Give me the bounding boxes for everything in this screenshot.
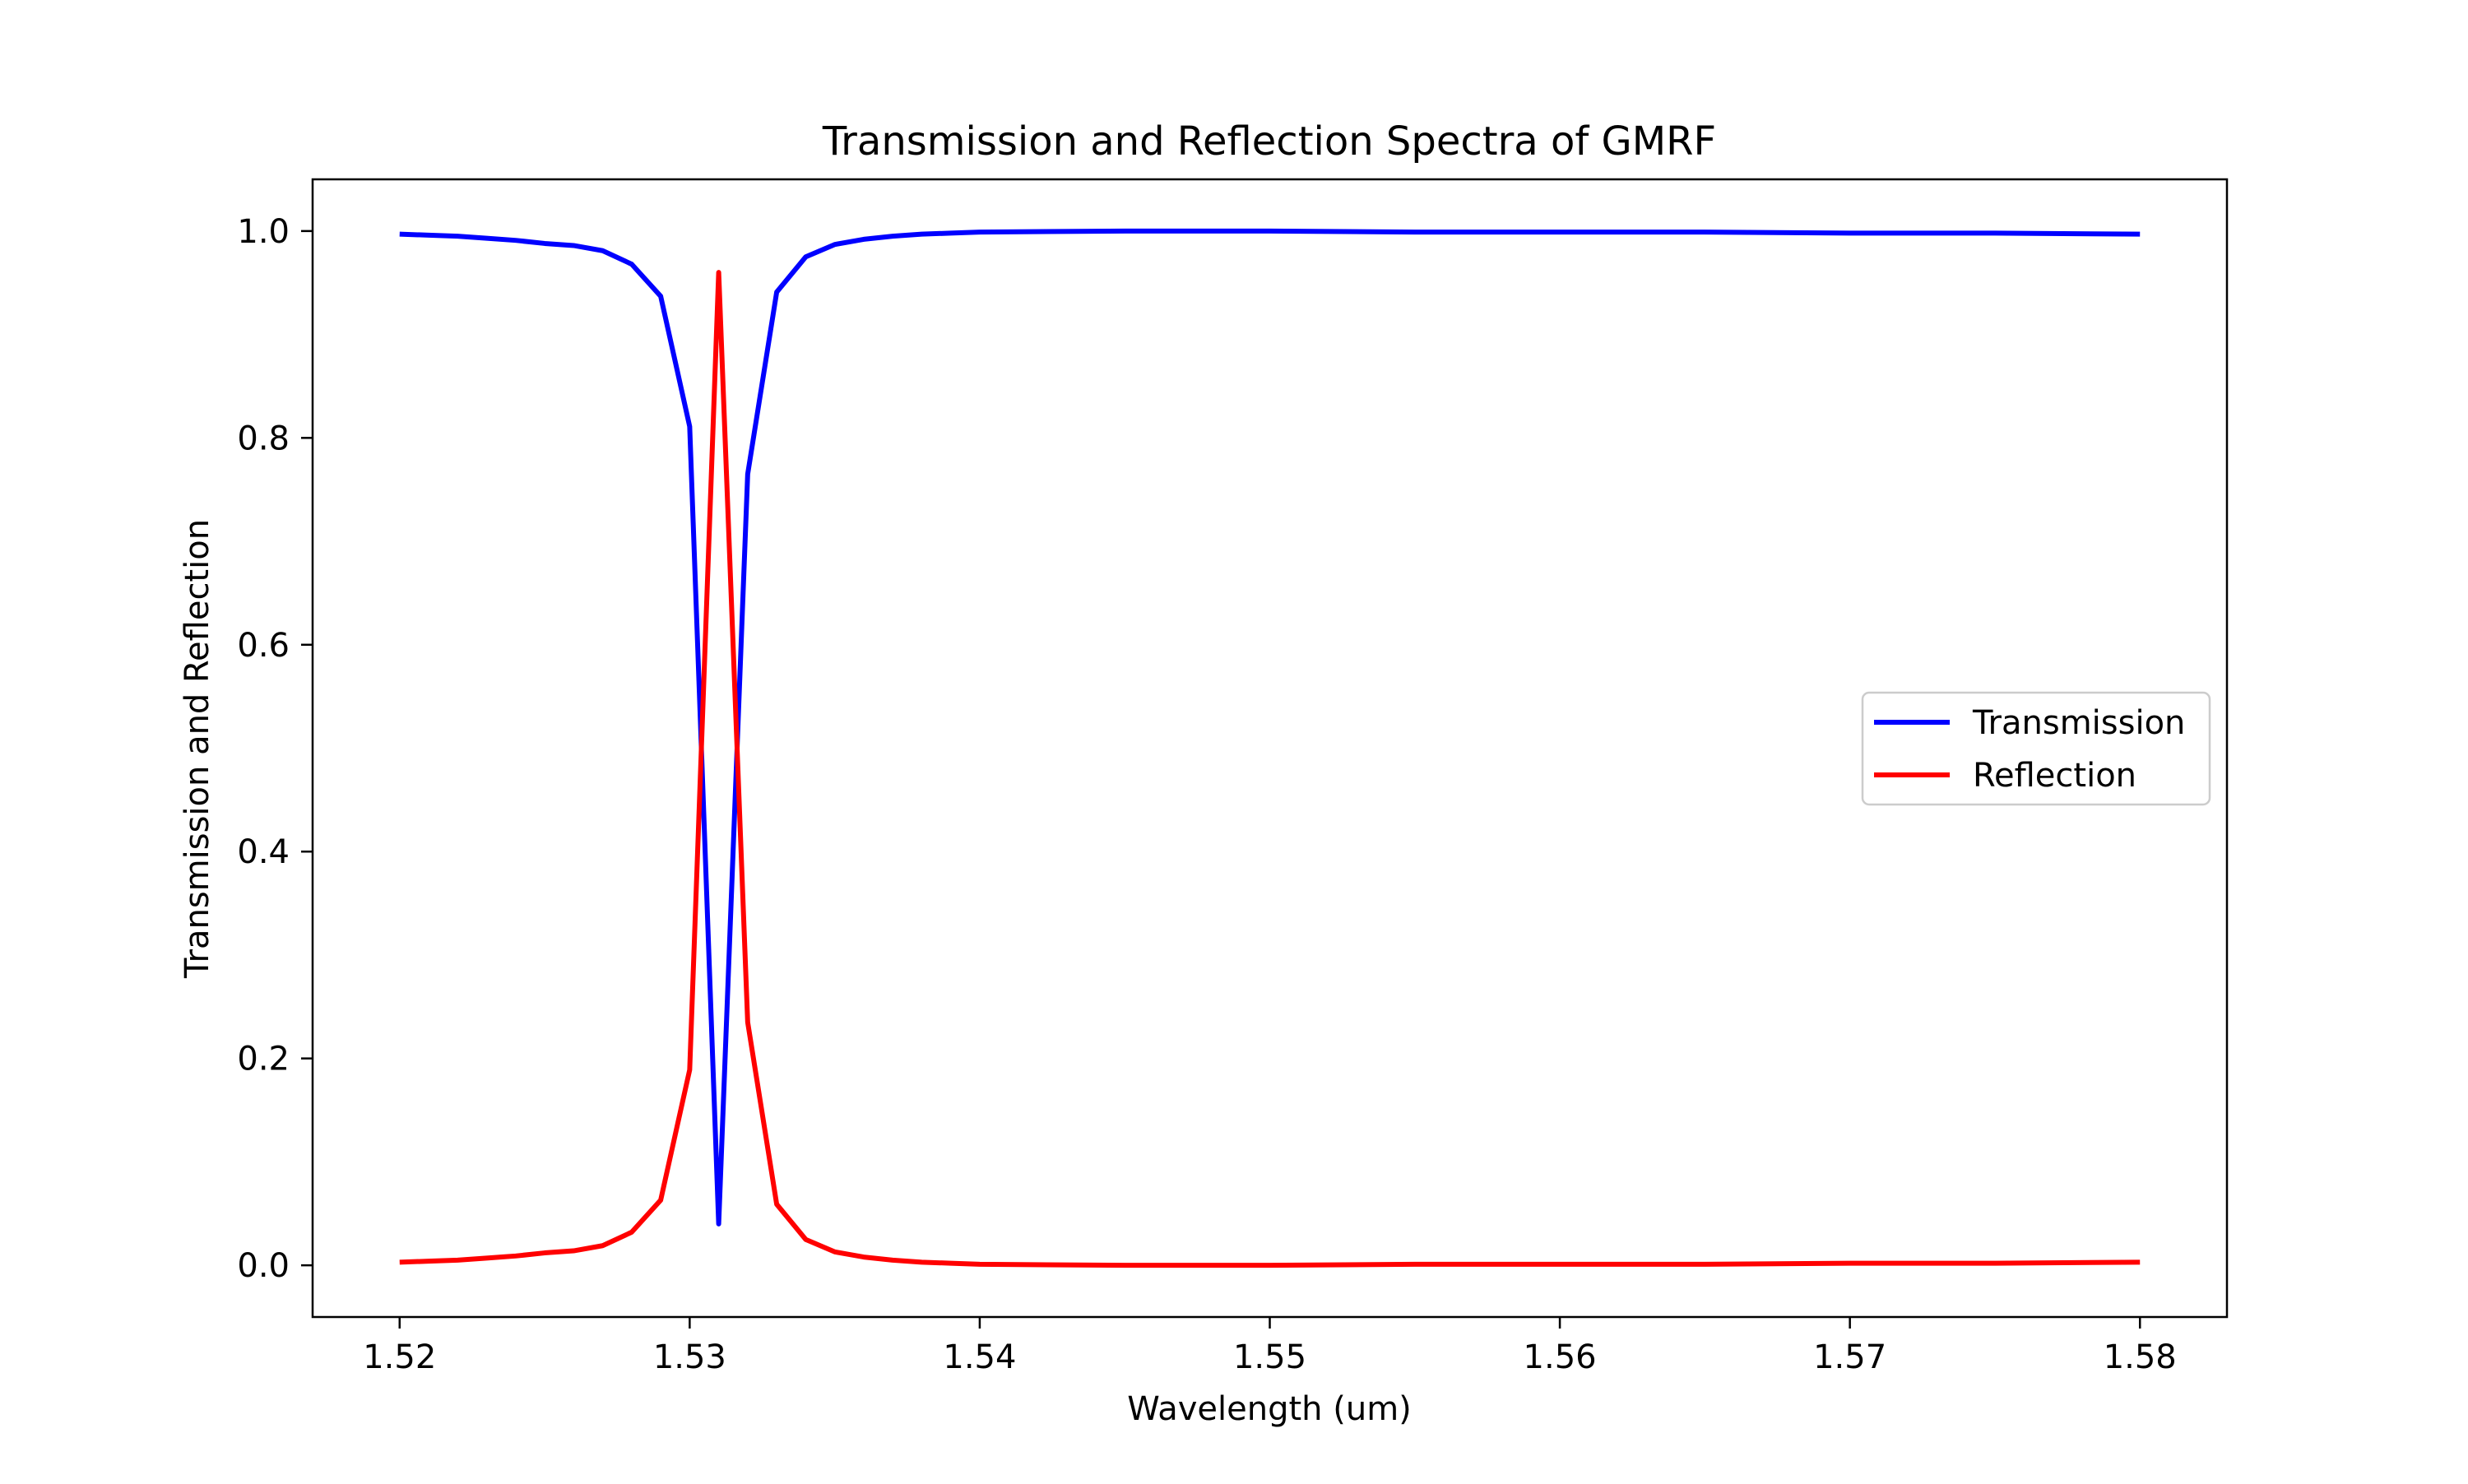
- x-tick-label: 1.52: [363, 1338, 436, 1376]
- x-axis: 1.52 1.53 1.54 1.55 1.56 1.57 1.58: [363, 1317, 2177, 1376]
- y-axis: 0.0 0.2 0.4 0.6 0.8 1.0: [237, 213, 313, 1285]
- y-tick-label: 0.2: [237, 1041, 290, 1078]
- y-tick-label: 0.8: [237, 420, 290, 457]
- series-layer: [399, 228, 2141, 1268]
- series-transmission-line: [399, 228, 2141, 1227]
- y-tick-label: 1.0: [237, 213, 290, 251]
- y-axis-label: Transmission and Reflection: [179, 519, 216, 979]
- y-tick-label: 0.0: [237, 1247, 290, 1285]
- x-tick-label: 1.55: [1233, 1338, 1306, 1376]
- y-tick-label: 0.6: [237, 627, 290, 665]
- legend-transmission-label: Transmission: [1972, 704, 2185, 742]
- x-axis-label: Wavelength (um): [1127, 1390, 1412, 1428]
- chart-title: Transmission and Reflection Spectra of G…: [822, 118, 1716, 165]
- x-tick-label: 1.58: [2104, 1338, 2177, 1376]
- legend-reflection-label: Reflection: [1973, 757, 2136, 795]
- x-tick-label: 1.54: [943, 1338, 1016, 1376]
- x-tick-label: 1.57: [1813, 1338, 1886, 1376]
- legend: Transmission Reflection: [1861, 691, 2211, 806]
- x-tick-label: 1.56: [1524, 1338, 1597, 1376]
- x-tick-label: 1.53: [653, 1338, 726, 1376]
- y-tick-label: 0.4: [237, 833, 290, 871]
- series-reflection-line: [399, 270, 2141, 1268]
